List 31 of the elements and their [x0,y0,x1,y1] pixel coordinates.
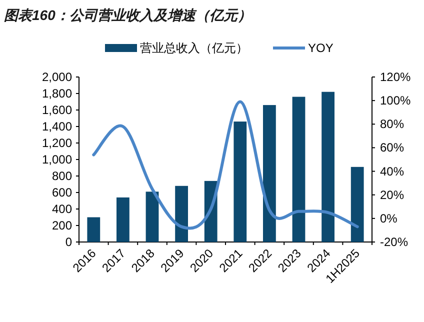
legend-label: 营业总收入（亿元） [140,41,248,55]
bar [322,92,334,242]
y2-tick-label: 40% [380,164,404,178]
bar [175,186,188,242]
bar [292,96,306,242]
y2-tick-label: 60% [380,140,404,155]
y-tick-label: 200 [52,218,72,232]
bar [263,105,276,242]
y-tick-label: 400 [52,202,72,216]
y-tick-label: 600 [52,186,72,200]
bar [146,192,159,242]
bar [116,197,130,242]
y2-tick-label: 100% [380,94,412,108]
y-tick-label: 1,200 [42,136,72,150]
y2-tick-label: 20% [380,188,404,202]
chart-title: 图表160：公司营业收入及增速（亿元） [4,7,252,23]
y2-tick-label: 80% [380,117,404,132]
y-tick-label: 1,800 [42,86,72,100]
bar [234,122,247,242]
y-tick-label: 1,600 [42,103,72,117]
y-tick-label: 1,400 [42,120,72,134]
legend-label: YOY [308,41,334,55]
bar [350,166,364,242]
bar [87,217,100,242]
y-tick-label: 1,000 [42,152,72,166]
y-tick-label: 0 [65,235,72,249]
y2-tick-label: 120% [380,70,412,84]
y-tick-label: 800 [52,169,72,183]
y2-tick-label: -20% [380,235,408,249]
y2-tick-label: 0% [380,211,398,226]
y-tick-label: 2,000 [42,70,72,84]
